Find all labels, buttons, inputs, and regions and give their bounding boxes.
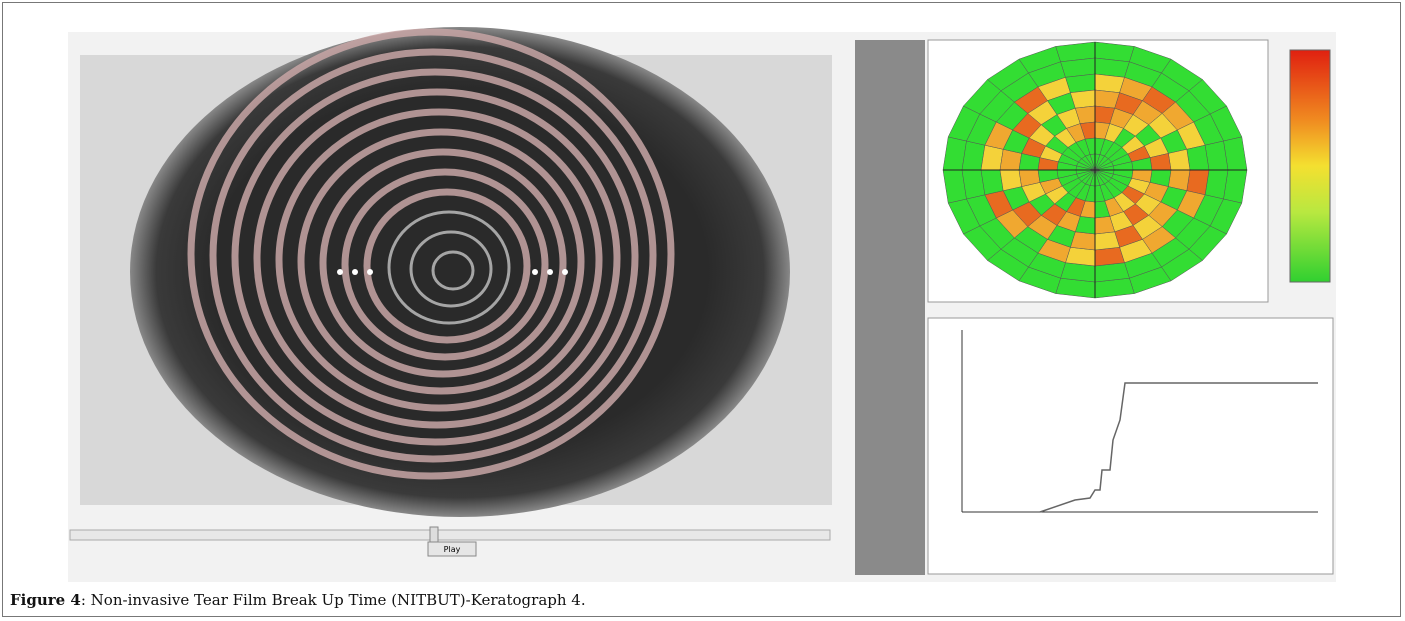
breakup-map (943, 42, 1247, 298)
marker (547, 269, 553, 275)
marker (352, 269, 358, 275)
figure-image: Play (0, 0, 1405, 590)
slider-track[interactable] (70, 530, 830, 540)
caption: Figure 4: Non-invasive Tear Film Break U… (10, 591, 586, 609)
color-legend (1290, 50, 1330, 282)
map-cell (1187, 145, 1209, 170)
page: Play Figure 4: Non-invasive Tear Film Br… (0, 0, 1405, 621)
map-cell (981, 145, 1003, 170)
map-cell (981, 170, 1003, 195)
map-cell (1095, 247, 1125, 266)
marker (337, 269, 343, 275)
map-cell (1066, 247, 1096, 266)
caption-text: : Non-invasive Tear Film Break Up Time (… (81, 591, 586, 609)
slider-thumb[interactable] (430, 527, 438, 543)
marker (367, 269, 373, 275)
figure-label: Figure 4 (10, 591, 81, 609)
map-cell (1066, 74, 1096, 93)
marker (562, 269, 568, 275)
map-cell (1095, 74, 1125, 93)
graph-panel (928, 318, 1333, 574)
side-strip (855, 40, 925, 575)
map-cell (1187, 170, 1209, 195)
play-label: Play (444, 545, 461, 554)
marker (532, 269, 538, 275)
